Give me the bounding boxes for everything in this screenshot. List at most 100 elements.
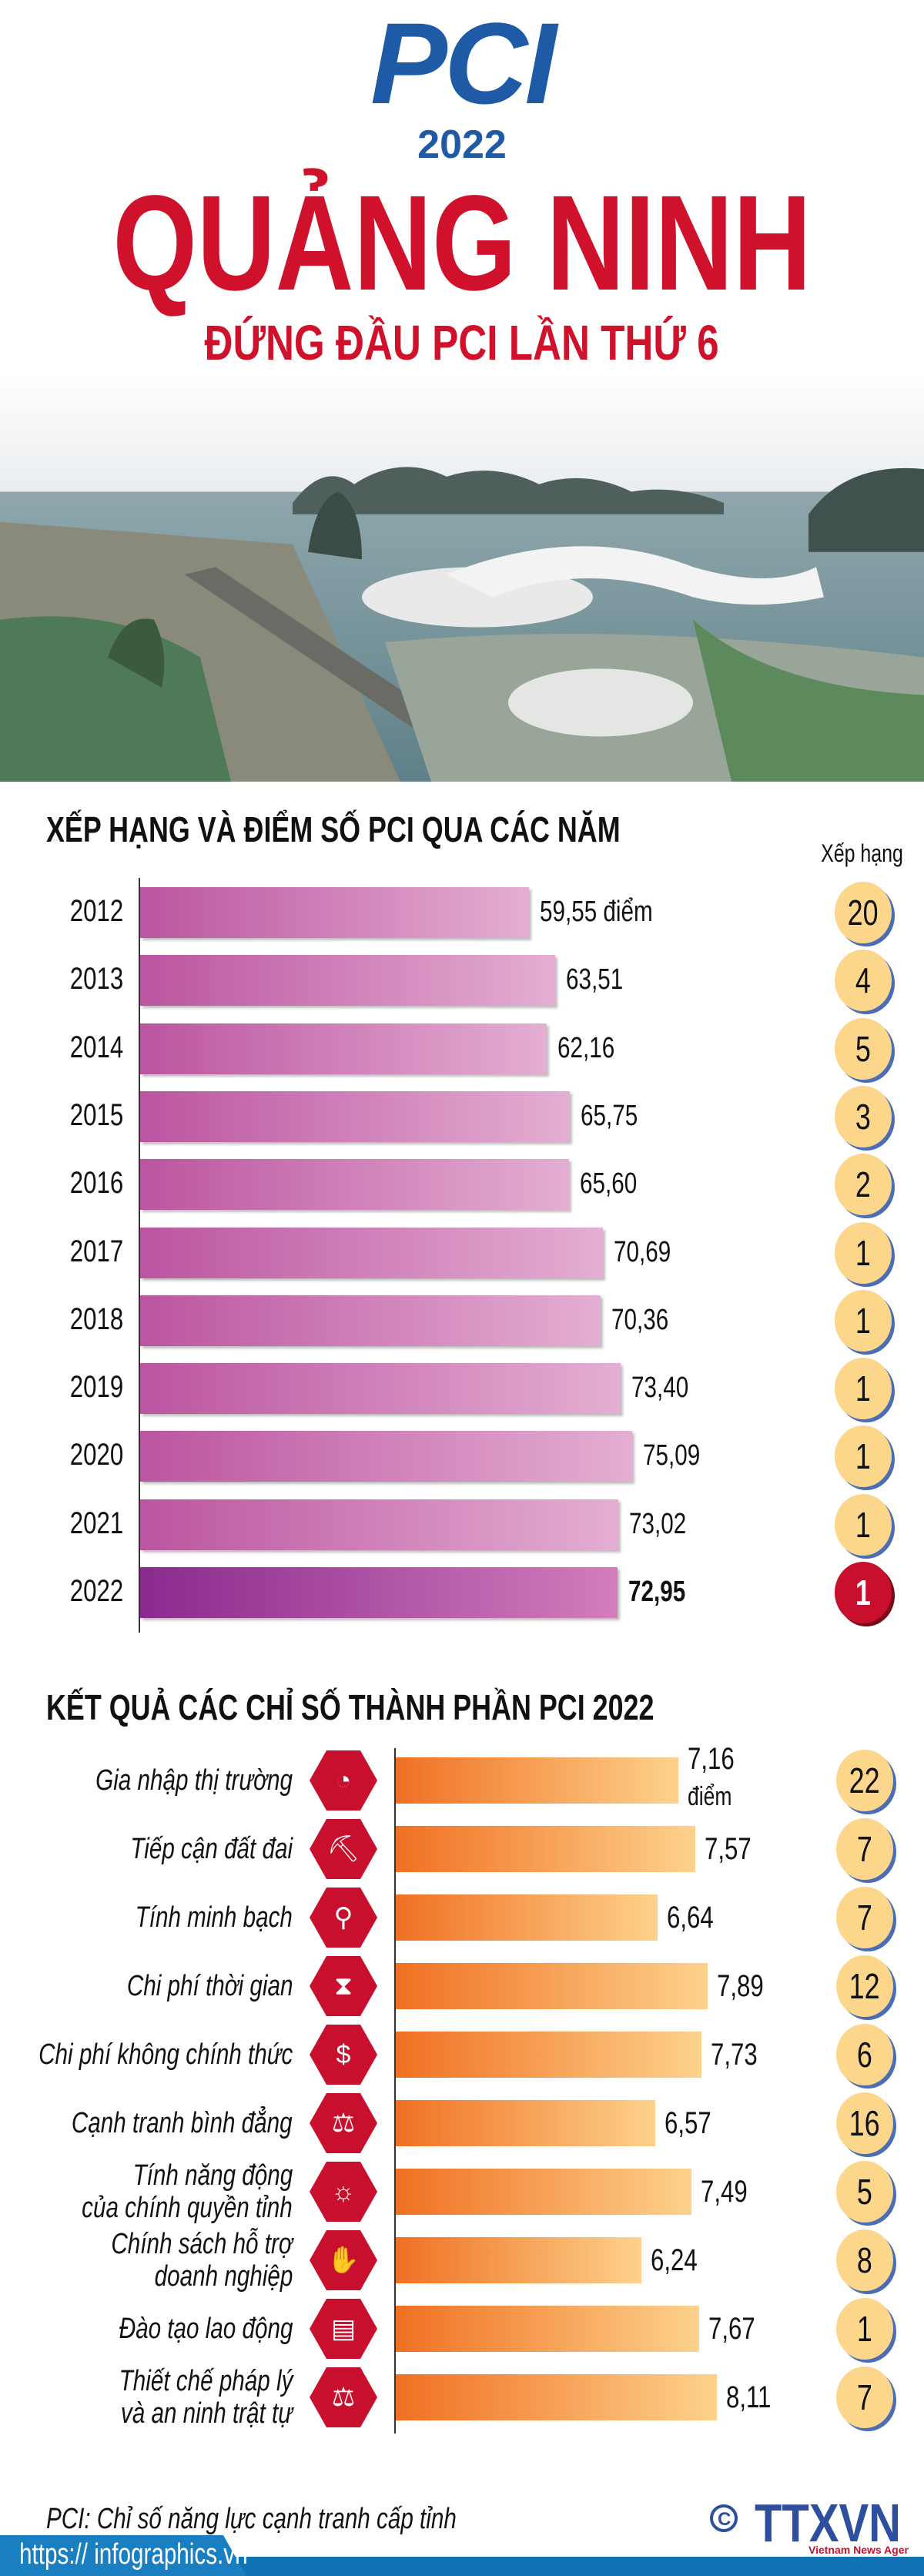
score-label-text: 65,75	[581, 1099, 638, 1132]
score-label: 72,95	[628, 1576, 701, 1609]
rank-badge: 3	[835, 1085, 892, 1147]
score-bar	[140, 1023, 547, 1074]
score-label-text: 63,51	[566, 963, 624, 997]
component-label-line: Gia nhập thị trường	[40, 1764, 293, 1797]
year-label: 2015	[31, 1098, 162, 1133]
score-bar	[140, 1227, 603, 1278]
component-label: Chính sách hỗ trợ doanh nghiệp	[60, 2228, 293, 2293]
logo-year: 2022	[417, 122, 507, 167]
rank-badge-text: 1	[855, 1300, 871, 1341]
year-label: 2018	[31, 1302, 162, 1337]
component-score-text: 6,24	[651, 2243, 698, 2277]
pci-logo: PCI	[370, 0, 557, 128]
rank-badge: 1	[835, 1358, 892, 1420]
component-label: Tiếp cận đất đai	[85, 1833, 293, 1865]
component-label-line: Chi phí thời gian	[80, 1970, 293, 2002]
year-label: 2022	[31, 1574, 162, 1609]
score-label-text: 72,95	[628, 1576, 686, 1608]
component-label-line: Chính sách hỗ trợ	[60, 2228, 293, 2260]
score-label-text: 65,60	[580, 1167, 638, 1201]
land-access-icon: ⛏	[310, 1819, 377, 1879]
component-label-line: Chi phí không chính thức	[0, 2038, 293, 2071]
website-link[interactable]: https:// infographics.vn	[19, 2538, 248, 2571]
component-label: Tính năng động của chính quyền tỉnh	[22, 2159, 293, 2224]
rank-badge: 4	[835, 950, 892, 1012]
section1-title: XẾP HẠNG VÀ ĐIỂM SỐ PCI QUA CÁC NĂM	[46, 809, 621, 849]
component-label: Gia nhập thị trường	[40, 1764, 293, 1797]
score-label-text: 73,02	[628, 1507, 687, 1540]
handshake-icon: ✋	[310, 2230, 377, 2290]
rank-badge-text: 12	[849, 1966, 880, 2006]
score-label: 73,40	[631, 1372, 705, 1405]
component-score-text: 6,64	[667, 1901, 714, 1935]
rank-badge-text: 20	[848, 893, 879, 933]
component-label: Chi phí thời gian	[80, 1970, 293, 2002]
svg-text:Vietnam News Agency: Vietnam News Agency	[808, 2544, 909, 2556]
score-label-text: 70,69	[613, 1235, 671, 1268]
component-score-text: 7,73	[710, 2038, 758, 2072]
label-text: Tính năng động	[132, 2159, 293, 2192]
score-label: 73,02	[629, 1508, 702, 1541]
score-label: 59,55 điểm	[540, 896, 685, 929]
score-label: 70,36	[611, 1304, 685, 1337]
equal-competition-icon: ⚖	[310, 2093, 377, 2153]
rank-badge-text: 8	[857, 2240, 872, 2280]
scales-icon: ⚖	[310, 2367, 377, 2427]
footer-tab	[0, 2535, 246, 2576]
score-bar	[140, 1363, 621, 1415]
rank-badge: 1	[835, 1493, 892, 1556]
year-label: 2016	[31, 1166, 162, 1201]
component-score: 8,11	[726, 2380, 784, 2415]
year-label: 2019	[31, 1370, 162, 1405]
rank-badge: 6	[836, 2024, 893, 2085]
score-label-text: 73,40	[631, 1372, 689, 1405]
year-label-text: 2016	[69, 1166, 123, 1201]
rank-badge: 1	[835, 1289, 892, 1352]
label-text: của chính quyền tỉnh	[82, 2192, 293, 2224]
year-label-text: 2014	[69, 1030, 123, 1064]
component-bar	[396, 2169, 692, 2215]
component-score: 6,24	[651, 2243, 711, 2278]
score-label-text: 59,55 điểm	[540, 896, 653, 928]
rank-badge-text: 3	[855, 1096, 871, 1137]
year-label: 2020	[31, 1438, 162, 1472]
label-text: và an ninh trật tự	[120, 2397, 293, 2430]
component-label-line: và an ninh trật tự	[70, 2397, 293, 2430]
score-label: 62,16	[557, 1032, 631, 1065]
svg-text:C: C	[718, 2509, 731, 2530]
rank-badge: 8	[836, 2229, 893, 2291]
component-score: 7,89	[717, 1969, 777, 2004]
section2-title: KẾT QUẢ CÁC CHỈ SỐ THÀNH PHẦN PCI 2022	[46, 1687, 654, 1727]
rank-badge-text: 7	[857, 1898, 872, 1938]
component-score-text: 6,57	[664, 2106, 711, 2140]
page-subtitle: ĐỨNG ĐẦU PCI LẦN THỨ 6	[204, 315, 720, 370]
ha-long-bay-photo	[0, 371, 924, 782]
component-label-line: Tính minh bạch	[91, 1901, 293, 1934]
score-bar	[140, 955, 556, 1007]
score-label: 70,69	[614, 1236, 687, 1269]
label-text: Thiết chế pháp lý	[119, 2365, 293, 2397]
component-bar	[396, 1963, 708, 2009]
component-bar	[396, 2306, 699, 2352]
component-bar	[396, 1826, 695, 1872]
component-label-line: của chính quyền tỉnh	[22, 2192, 293, 2224]
score-label-text: 62,16	[557, 1031, 614, 1064]
rank-badge: 7	[836, 1818, 893, 1880]
label-text: Tính minh bạch	[135, 1901, 293, 1934]
year-label-text: 2019	[69, 1370, 123, 1405]
component-label: Tính minh bạch	[91, 1901, 293, 1934]
score-bar	[140, 1567, 618, 1618]
label-text: Chi phí không chính thức	[38, 2038, 293, 2071]
component-bar	[396, 2032, 701, 2078]
rank-badge-text: 1	[855, 1436, 871, 1477]
year-label-text: 2015	[69, 1097, 123, 1132]
hourglass-icon: ⧗	[310, 1956, 377, 2016]
rank-badge-text: 1	[855, 1573, 871, 1613]
rank-badge: 5	[836, 2161, 893, 2223]
component-score: 7,49	[701, 2175, 761, 2209]
rank-badge: 1	[836, 2298, 893, 2360]
rank-badge-text: 7	[857, 1829, 872, 1869]
rank-badge-text: 16	[849, 2103, 880, 2143]
score-bar	[140, 1159, 570, 1211]
year-label: 2021	[31, 1506, 162, 1541]
